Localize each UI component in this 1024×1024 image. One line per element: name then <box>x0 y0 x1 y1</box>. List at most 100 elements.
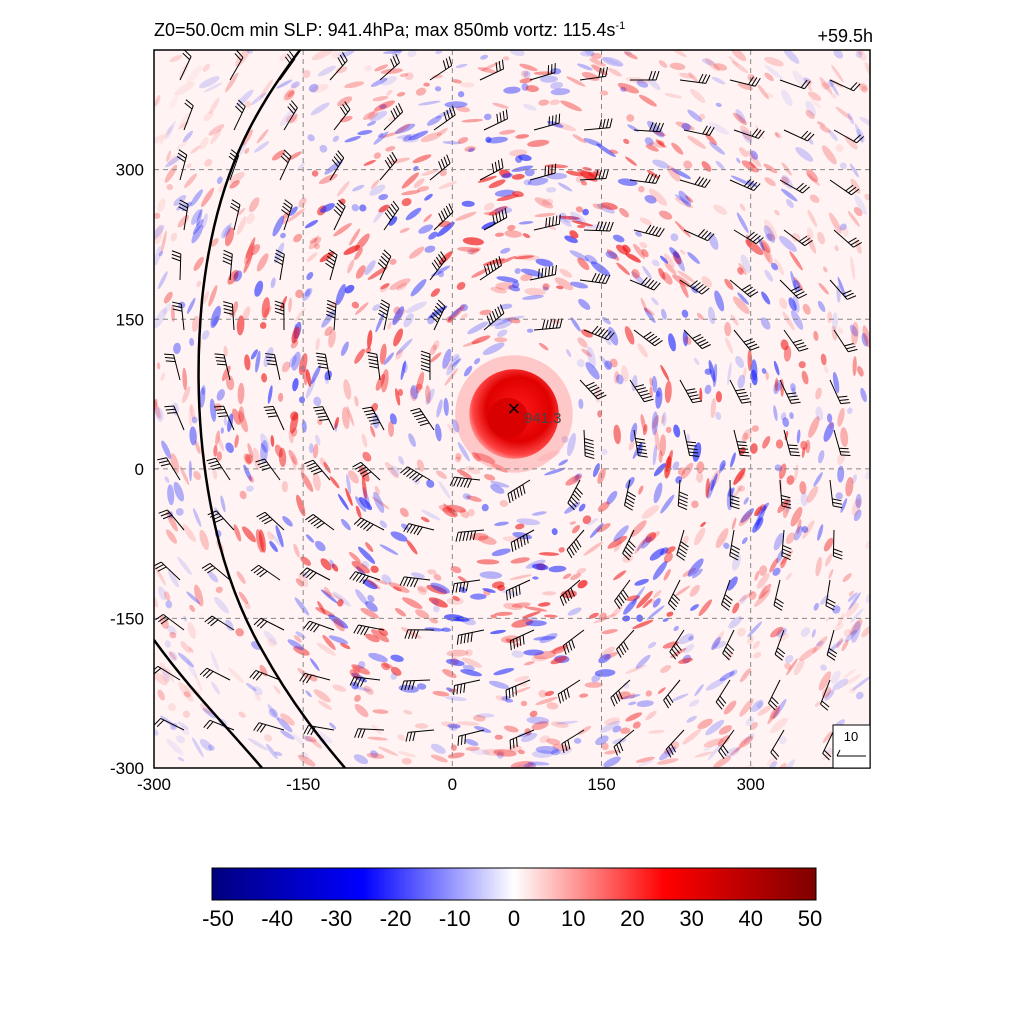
wind-barb <box>199 667 231 681</box>
vorticity-streak <box>607 535 628 549</box>
wind-barb <box>679 176 711 188</box>
vorticity-streak <box>486 136 508 144</box>
vorticity-streak <box>847 592 858 602</box>
vorticity-streak <box>641 536 652 549</box>
vorticity-streak <box>513 255 535 260</box>
vorticity-streak <box>242 129 253 146</box>
vorticity-streak <box>786 475 795 485</box>
vorticity-streak <box>340 518 351 531</box>
vorticity-streak <box>594 669 616 677</box>
vorticity-streak <box>719 671 735 682</box>
vorticity-streak <box>334 416 339 429</box>
vorticity-streak <box>229 180 240 189</box>
wind-barb <box>557 679 581 704</box>
vorticity-streak <box>786 658 798 676</box>
vorticity-streak <box>374 578 388 585</box>
vorticity-streak <box>763 163 778 174</box>
vorticity-streak <box>801 446 806 458</box>
vorticity-streak <box>372 709 389 714</box>
vorticity-streak <box>660 665 672 673</box>
vorticity-streak <box>380 68 403 75</box>
vorticity-streak <box>514 675 530 682</box>
vorticity-streak <box>378 193 389 201</box>
vorticity-streak <box>559 268 573 278</box>
vorticity-streak <box>344 81 365 89</box>
vorticity-streak <box>814 701 821 707</box>
wind-barb <box>510 529 535 552</box>
vorticity-streak <box>446 355 460 376</box>
vorticity-streak <box>664 262 677 275</box>
vorticity-streak <box>441 627 451 632</box>
vorticity-streak <box>328 635 349 645</box>
wind-barb <box>718 729 735 759</box>
vorticity-streak <box>452 419 460 433</box>
vorticity-streak <box>735 355 745 369</box>
vorticity-streak <box>370 750 379 758</box>
vorticity-streak <box>175 735 186 744</box>
wind-barb <box>629 70 660 81</box>
vorticity-streak <box>261 373 268 383</box>
vorticity-streak <box>682 643 695 654</box>
vorticity-streak <box>425 385 431 404</box>
vorticity-streak <box>296 162 306 172</box>
vorticity-streak <box>638 94 657 107</box>
vorticity-streak <box>490 481 510 488</box>
wind-barb <box>279 50 296 81</box>
vorticity-streak <box>397 734 405 741</box>
vorticity-streak <box>521 732 538 743</box>
vorticity-streak <box>282 211 291 219</box>
vorticity-streak <box>308 83 319 93</box>
vorticity-streak <box>204 82 223 93</box>
vorticity-streak <box>765 372 769 380</box>
vorticity-streak <box>154 134 165 145</box>
vorticity-streak <box>488 179 506 189</box>
vorticity-streak <box>503 725 519 733</box>
vorticity-streak <box>357 661 366 669</box>
vorticity-streak <box>337 493 349 511</box>
vorticity-streak <box>216 176 223 185</box>
vorticity-streak <box>447 305 465 322</box>
vorticity-streak <box>379 544 399 556</box>
vorticity-streak <box>675 121 695 131</box>
vorticity-streak <box>591 674 601 683</box>
vorticity-streak <box>310 365 321 385</box>
wind-barb <box>399 576 431 588</box>
vorticity-streak <box>428 231 438 240</box>
vorticity-streak <box>189 426 197 446</box>
vorticity-streak <box>636 700 654 707</box>
vorticity-streak <box>572 472 583 482</box>
vorticity-streak <box>317 600 326 614</box>
vorticity-streak <box>696 461 705 474</box>
vorticity-streak <box>815 406 824 421</box>
vorticity-streak <box>764 269 774 282</box>
vorticity-streak <box>849 163 859 178</box>
vorticity-streak <box>233 270 243 282</box>
vorticity-streak <box>366 121 377 127</box>
wind-barb <box>833 229 862 248</box>
vorticity-streak <box>337 96 353 107</box>
wind-barb <box>509 729 535 750</box>
vorticity-streak <box>687 109 702 122</box>
vorticity-streak <box>779 463 787 479</box>
wind-barb <box>253 722 285 733</box>
vorticity-streak <box>307 134 315 142</box>
vorticity-streak <box>397 123 411 133</box>
wind-barb <box>833 429 851 457</box>
vorticity-streak <box>238 410 248 433</box>
vorticity-streak <box>386 89 393 96</box>
vorticity-streak <box>679 279 689 298</box>
wind-barb <box>455 529 485 542</box>
vorticity-streak <box>620 727 631 734</box>
vorticity-streak <box>588 612 599 619</box>
vorticity-streak <box>210 305 221 329</box>
vorticity-streak <box>432 74 443 79</box>
vorticity-streak <box>542 591 557 596</box>
vorticity-streak <box>715 102 722 108</box>
vorticity-streak <box>196 280 202 288</box>
vorticity-streak <box>455 456 461 463</box>
vorticity-streak <box>833 50 844 59</box>
vorticity-streak <box>640 297 648 313</box>
vorticity-streak <box>545 223 557 231</box>
vorticity-streak <box>210 129 222 145</box>
vorticity-streak <box>332 135 340 142</box>
